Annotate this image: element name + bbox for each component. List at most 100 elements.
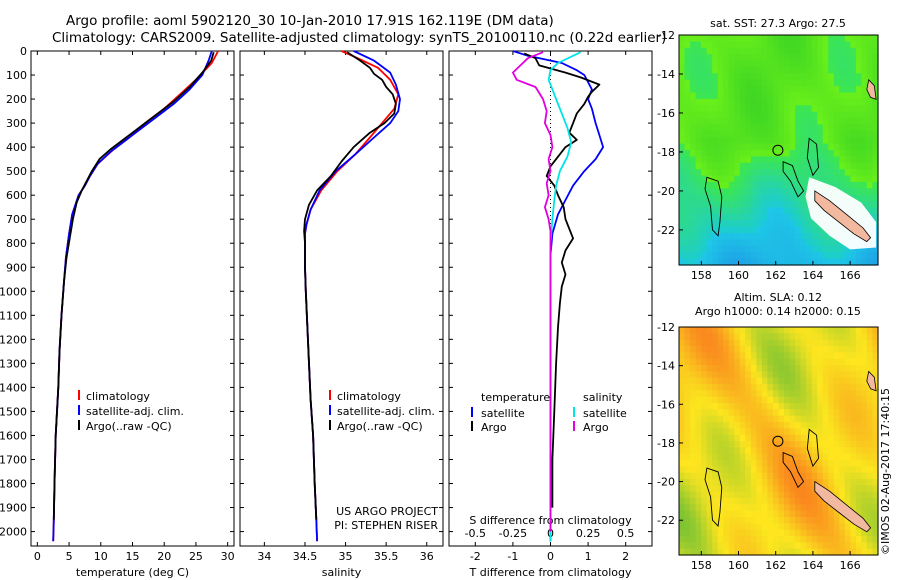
- map-cell: [701, 188, 708, 196]
- map-cell: [745, 213, 752, 221]
- map-cell: [684, 194, 691, 202]
- map-cell: [761, 529, 768, 537]
- map-cell: [855, 422, 862, 429]
- map-cell: [728, 60, 735, 68]
- map-cell: [761, 92, 768, 100]
- map-cell: [734, 60, 741, 68]
- map-cell: [717, 327, 724, 334]
- map-cell: [728, 403, 735, 410]
- map-cell: [789, 441, 796, 448]
- map-cell: [778, 390, 785, 398]
- map-cell: [844, 339, 851, 347]
- map-cell: [872, 194, 879, 202]
- map-cell: [728, 207, 735, 215]
- map-cell: [795, 384, 802, 391]
- map-cell: [723, 422, 730, 429]
- map-cell: [767, 207, 774, 215]
- map-cell: [872, 73, 879, 81]
- map-cell: [822, 333, 829, 341]
- map-cell: [728, 252, 735, 260]
- map-cell: [866, 460, 873, 467]
- map-cell: [784, 365, 791, 372]
- map-cell: [778, 60, 785, 68]
- map-cell: [745, 377, 752, 385]
- legend-label-temperature: satellite-adj. clim.: [86, 405, 184, 418]
- map-cell: [712, 207, 719, 215]
- x-tick-label-temperature: 30: [221, 550, 235, 563]
- map-cell: [701, 485, 708, 493]
- map-cell: [745, 479, 752, 486]
- map-cell: [850, 86, 857, 94]
- map-cell: [866, 548, 873, 556]
- map-cell: [800, 233, 807, 241]
- map-cell: [784, 118, 791, 126]
- map-cell: [844, 73, 851, 81]
- map-cell: [750, 441, 757, 448]
- map-cell: [706, 137, 713, 145]
- map-cell: [866, 339, 873, 347]
- map-cell: [833, 162, 840, 170]
- map-cell: [761, 339, 768, 347]
- map-cell: [822, 346, 829, 353]
- map-cell: [778, 396, 785, 404]
- map-cell: [690, 384, 697, 391]
- map-cell: [844, 181, 851, 189]
- map-cell: [855, 105, 862, 113]
- map-lat-label: -22: [657, 224, 675, 237]
- map-cell: [866, 472, 873, 480]
- map-cell: [728, 98, 735, 106]
- map-cell: [756, 66, 763, 74]
- map-cell: [684, 415, 691, 423]
- map-cell: [817, 447, 824, 455]
- map-cell: [712, 428, 719, 436]
- map-cell: [839, 327, 846, 334]
- map-frame-sla_map: [678, 326, 879, 556]
- map-cell: [861, 86, 868, 94]
- map-cell: [800, 124, 807, 132]
- map-cell: [690, 536, 697, 543]
- x-tick-label-salinity: 34.5: [293, 550, 318, 563]
- map-cell: [739, 428, 746, 436]
- map-cell: [811, 105, 818, 113]
- map-cell: [734, 479, 741, 486]
- map-cell: [866, 130, 873, 138]
- map-cell: [728, 491, 735, 499]
- map-cell: [745, 194, 752, 202]
- map-cell: [701, 137, 708, 145]
- map-cell: [850, 491, 857, 499]
- map-cell: [739, 220, 746, 228]
- map-cell: [822, 479, 829, 486]
- map-cell: [712, 491, 719, 499]
- map-cell: [756, 491, 763, 499]
- map-cell: [739, 233, 746, 241]
- map-cell: [811, 143, 818, 151]
- map-cell: [817, 156, 824, 164]
- map-cell: [833, 137, 840, 145]
- map-cell: [706, 504, 713, 512]
- map-cell: [855, 346, 862, 353]
- map-cell: [806, 523, 813, 531]
- map-cell: [844, 124, 851, 132]
- map-cell: [773, 403, 780, 410]
- map-cell: [800, 98, 807, 106]
- map-cell: [695, 258, 702, 266]
- map-cell: [800, 73, 807, 81]
- map-cell: [695, 124, 702, 132]
- map-cell: [723, 245, 730, 253]
- map-cell: [728, 371, 735, 379]
- map-cell: [745, 447, 752, 455]
- map-cell: [728, 504, 735, 512]
- reef-contour: [782, 161, 805, 198]
- map-cell: [773, 542, 780, 550]
- map-cell: [872, 207, 879, 215]
- map-cell: [761, 143, 768, 151]
- map-cell: [850, 124, 857, 132]
- map-cell: [723, 220, 730, 228]
- map-cell: [784, 504, 791, 512]
- map-cell: [872, 54, 879, 62]
- map-cell: [833, 479, 840, 486]
- map-cell: [828, 390, 835, 398]
- map-cell: [839, 536, 846, 543]
- map-cell: [756, 124, 763, 132]
- map-cell: [712, 384, 719, 391]
